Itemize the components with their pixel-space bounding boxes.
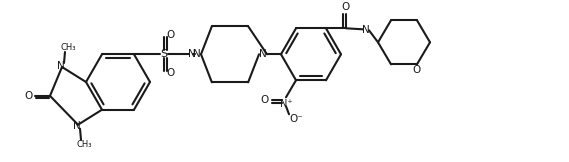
Text: O: O bbox=[25, 91, 33, 101]
Text: N: N bbox=[259, 49, 267, 59]
Text: N: N bbox=[73, 121, 81, 131]
Text: N: N bbox=[188, 49, 196, 59]
Text: O⁻: O⁻ bbox=[289, 114, 303, 124]
Text: O: O bbox=[261, 95, 269, 105]
Text: N⁺: N⁺ bbox=[280, 99, 292, 109]
Text: N: N bbox=[57, 61, 65, 71]
Text: O: O bbox=[167, 30, 175, 40]
Text: N: N bbox=[193, 49, 201, 59]
Text: O: O bbox=[342, 2, 350, 12]
Text: O: O bbox=[167, 68, 175, 78]
Text: O: O bbox=[413, 65, 421, 75]
Text: N: N bbox=[362, 25, 370, 35]
Text: CH₃: CH₃ bbox=[76, 140, 92, 149]
Text: CH₃: CH₃ bbox=[60, 42, 76, 52]
Text: S: S bbox=[160, 49, 167, 59]
